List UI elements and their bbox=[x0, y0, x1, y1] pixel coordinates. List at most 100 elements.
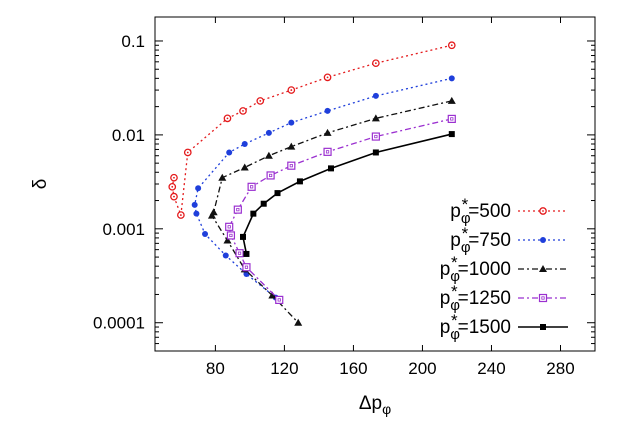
legend-label-subscript: φ bbox=[461, 239, 471, 256]
legend-item-1500: pφ*=1500 bbox=[440, 311, 568, 343]
data-point-center bbox=[290, 89, 293, 91]
data-point-inner bbox=[277, 298, 281, 302]
data-point bbox=[371, 132, 380, 141]
data-point bbox=[243, 250, 250, 257]
data-point-inner bbox=[229, 233, 233, 238]
legend-label: pφ*=750 bbox=[450, 224, 511, 256]
series-1000 bbox=[207, 96, 456, 326]
series-1500 bbox=[240, 131, 455, 257]
data-point bbox=[274, 190, 281, 197]
x-tick-label: 160 bbox=[339, 359, 367, 378]
data-point-inner bbox=[236, 208, 240, 212]
data-point bbox=[448, 75, 455, 82]
data-point bbox=[226, 231, 236, 240]
data-point-inner bbox=[289, 164, 293, 168]
data-point-center bbox=[326, 76, 329, 79]
legend-label: pφ*=1000 bbox=[440, 253, 511, 285]
legend-label-symbol: p bbox=[440, 288, 451, 309]
data-point bbox=[371, 114, 380, 122]
data-point bbox=[250, 210, 257, 217]
y-tick-label: 0.01 bbox=[112, 126, 145, 145]
legend-item-1000: pφ*=1000 bbox=[440, 253, 568, 285]
legend-label-value: =1500 bbox=[458, 317, 511, 338]
data-point-center bbox=[450, 44, 453, 47]
series-layer bbox=[168, 41, 456, 326]
data-point bbox=[223, 236, 232, 244]
data-point bbox=[323, 147, 332, 156]
data-point bbox=[226, 149, 233, 156]
data-point bbox=[448, 131, 455, 138]
legend-marker-center bbox=[542, 210, 544, 212]
data-point bbox=[275, 295, 284, 305]
data-point bbox=[218, 173, 227, 181]
x-tick-label: 280 bbox=[546, 359, 574, 378]
data-point bbox=[287, 161, 296, 170]
legend-label-subscript: φ bbox=[450, 326, 460, 343]
data-point bbox=[241, 140, 248, 147]
data-point-inner bbox=[450, 117, 454, 121]
y-tick-label: 0.001 bbox=[102, 220, 145, 239]
legend-label-superscript: * bbox=[451, 253, 458, 272]
legend-label: pφ*=1250 bbox=[440, 282, 511, 314]
x-axis-title: Δpφ bbox=[359, 393, 391, 417]
series-line bbox=[171, 44, 452, 216]
data-point bbox=[242, 263, 251, 272]
data-point-inner bbox=[227, 225, 231, 229]
legend-item-500: pφ*=500 bbox=[450, 195, 568, 227]
legend-label-superscript: * bbox=[451, 311, 458, 330]
legend-marker bbox=[538, 293, 548, 303]
data-point bbox=[447, 114, 456, 124]
series-line bbox=[194, 77, 452, 299]
data-point-center bbox=[259, 100, 262, 102]
data-point-inner bbox=[325, 150, 330, 154]
legend-label: pφ*=1500 bbox=[440, 311, 511, 343]
data-point bbox=[372, 149, 379, 156]
legend-label-subscript: φ bbox=[450, 268, 460, 285]
x-tick-label: 80 bbox=[206, 359, 225, 378]
legend-label-value: =1250 bbox=[458, 288, 511, 309]
x-tick-label: 120 bbox=[270, 359, 298, 378]
legend-label-value: =500 bbox=[468, 201, 511, 222]
legend-label-value: =1000 bbox=[458, 259, 511, 280]
data-point-inner bbox=[250, 185, 254, 189]
data-point bbox=[372, 92, 379, 99]
data-point-center bbox=[186, 151, 189, 154]
data-point bbox=[222, 252, 229, 259]
data-point bbox=[195, 185, 202, 192]
series-500 bbox=[168, 41, 456, 219]
x-tick-label: 240 bbox=[477, 359, 505, 378]
legend-label-symbol: p bbox=[450, 230, 461, 251]
legend-label-superscript: * bbox=[451, 282, 458, 301]
data-point-center bbox=[242, 110, 244, 112]
data-point bbox=[287, 142, 296, 150]
y-tick-label: 0.1 bbox=[121, 32, 145, 51]
data-point bbox=[225, 222, 234, 231]
data-point bbox=[268, 291, 277, 299]
legend-label-superscript: * bbox=[462, 195, 469, 214]
data-point bbox=[235, 249, 244, 258]
series-line bbox=[242, 133, 452, 255]
data-point-inner bbox=[244, 265, 249, 269]
legend-item-1250: pφ*=1250 bbox=[440, 282, 568, 314]
legend-label-value: =750 bbox=[468, 230, 511, 251]
y-axis-title: δ bbox=[30, 179, 51, 190]
plot-frame bbox=[154, 16, 596, 352]
legend-marker bbox=[540, 324, 546, 330]
data-point-center bbox=[173, 176, 175, 179]
legend-label: pφ*=500 bbox=[450, 195, 511, 227]
x-axis-title-subscript: φ bbox=[382, 401, 391, 417]
legend-label-subscript: φ bbox=[461, 210, 471, 227]
data-point bbox=[266, 171, 275, 180]
data-point bbox=[233, 205, 242, 214]
legend-label-symbol: p bbox=[440, 259, 451, 280]
y-tick-label: 0.0001 bbox=[93, 314, 145, 333]
data-point bbox=[240, 163, 249, 171]
data-point bbox=[193, 210, 200, 217]
data-point bbox=[294, 318, 303, 326]
data-point-inner bbox=[374, 134, 378, 139]
x-tick-label: 200 bbox=[408, 359, 436, 378]
legend-marker-inner bbox=[541, 296, 545, 300]
legend-label-superscript: * bbox=[462, 224, 469, 243]
